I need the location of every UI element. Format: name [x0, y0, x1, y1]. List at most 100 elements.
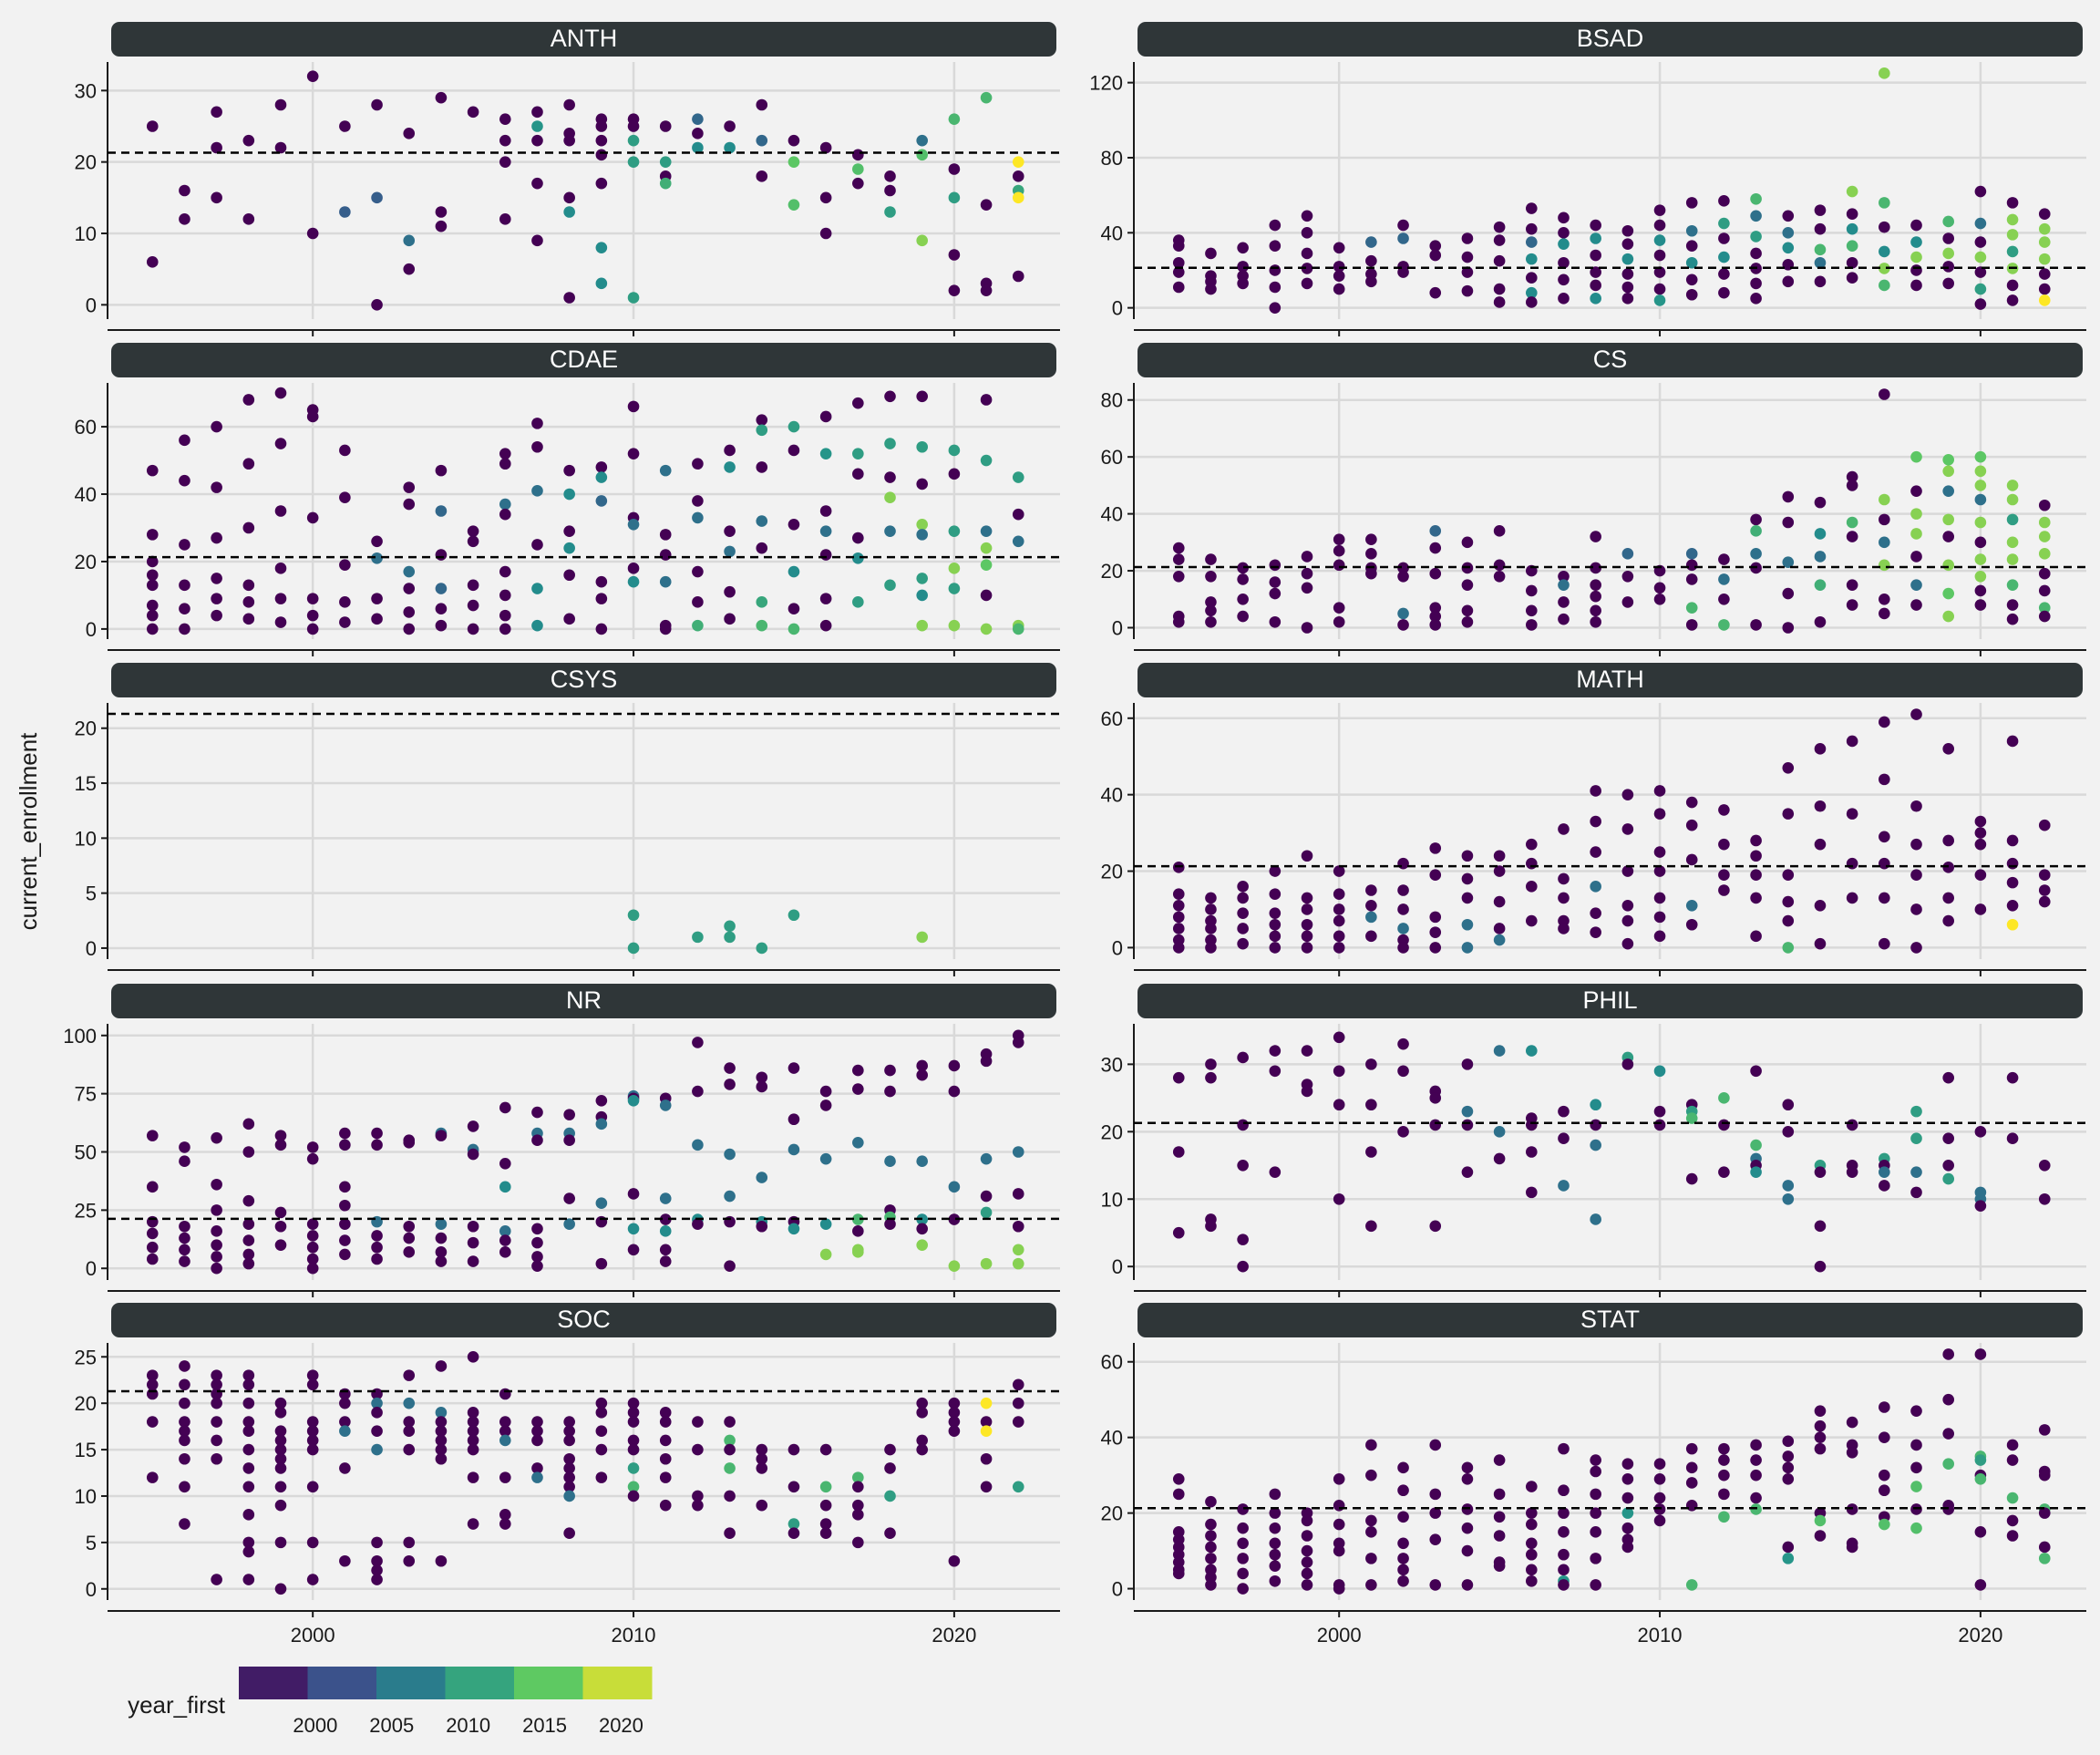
data-point	[692, 128, 704, 139]
data-point	[1879, 513, 1890, 526]
data-point	[467, 1407, 479, 1419]
data-point	[531, 619, 543, 632]
data-point	[1012, 508, 1024, 521]
data-point	[211, 191, 222, 204]
data-point	[1879, 263, 1890, 274]
data-point	[627, 518, 640, 531]
data-point	[1814, 743, 1827, 755]
facet-strip-anth	[111, 22, 1056, 57]
data-point	[467, 525, 479, 537]
data-point	[1301, 1556, 1313, 1568]
data-point	[788, 1481, 800, 1493]
data-point	[756, 596, 768, 608]
data-point	[595, 1443, 608, 1456]
data-point	[1172, 240, 1185, 253]
data-point	[1461, 918, 1474, 931]
data-point	[595, 134, 608, 147]
data-point	[371, 1397, 383, 1409]
data-point	[1942, 454, 1955, 466]
data-point	[916, 518, 929, 531]
data-point	[788, 1062, 800, 1074]
data-point	[1879, 773, 1890, 786]
data-point	[1429, 911, 1442, 924]
data-point	[1012, 1220, 1024, 1233]
data-point	[980, 1452, 993, 1465]
data-point	[1525, 604, 1538, 617]
data-point	[948, 1085, 961, 1098]
data-point	[1301, 582, 1313, 594]
data-point	[1429, 1488, 1442, 1501]
data-point	[1621, 1058, 1634, 1070]
data-point	[1590, 1139, 1601, 1151]
data-point	[1879, 593, 1890, 605]
data-point	[1974, 1579, 1987, 1591]
data-point	[1205, 1579, 1217, 1591]
data-point	[1397, 1484, 1409, 1497]
data-point	[1782, 1450, 1795, 1462]
data-point	[1846, 1119, 1858, 1131]
data-point	[179, 1232, 190, 1244]
data-point	[1621, 914, 1634, 927]
data-point	[724, 1462, 736, 1474]
data-point	[435, 1407, 448, 1419]
data-point	[819, 1218, 832, 1230]
data-point	[1172, 615, 1185, 628]
data-point	[274, 1130, 287, 1141]
data-point	[1397, 266, 1409, 278]
data-point	[1301, 263, 1313, 274]
data-point	[595, 242, 608, 253]
data-point	[724, 1190, 736, 1203]
data-point	[1974, 480, 1987, 491]
data-point	[852, 1136, 864, 1149]
data-point	[1493, 559, 1506, 572]
data-point	[1814, 1514, 1827, 1527]
data-point	[1814, 496, 1827, 509]
data-point	[659, 156, 672, 168]
data-point	[1685, 1112, 1698, 1124]
data-point	[1653, 234, 1666, 246]
data-point	[499, 113, 511, 125]
data-point	[1814, 1442, 1827, 1455]
data-point	[1750, 247, 1762, 260]
data-point	[435, 1554, 448, 1567]
data-point	[916, 1223, 929, 1235]
data-point	[1172, 888, 1185, 901]
data-point	[948, 583, 961, 594]
data-point	[371, 1536, 383, 1549]
data-point	[884, 1085, 896, 1098]
data-point	[1942, 892, 1955, 904]
data-point	[1782, 587, 1795, 600]
data-point	[274, 1220, 287, 1233]
data-point	[2038, 602, 2051, 614]
data-point	[2006, 876, 2019, 889]
data-point	[659, 1192, 672, 1204]
data-point	[1429, 1092, 1442, 1104]
data-point	[403, 1369, 416, 1381]
data-point	[1461, 850, 1474, 862]
facet-strip-bsad	[1138, 22, 2083, 57]
data-point	[179, 1452, 190, 1465]
data-point	[563, 1471, 575, 1483]
data-point	[1205, 942, 1217, 954]
data-point	[1012, 156, 1024, 168]
data-point	[980, 623, 993, 635]
data-point	[1879, 1431, 1890, 1443]
data-point	[1590, 531, 1601, 542]
data-point	[211, 1262, 222, 1275]
data-point	[1590, 907, 1601, 919]
data-point	[1397, 232, 1409, 244]
data-point	[1879, 857, 1890, 870]
data-point	[1718, 619, 1730, 631]
data-point	[435, 1452, 448, 1465]
data-point	[563, 1134, 575, 1147]
data-point	[1269, 1574, 1282, 1587]
data-point	[1910, 450, 1922, 463]
data-point	[242, 1369, 255, 1381]
data-point	[179, 1141, 190, 1153]
facet-strip-label-soc: SOC	[557, 1306, 611, 1333]
data-point	[595, 1397, 608, 1409]
data-point	[1718, 1454, 1730, 1466]
data-point	[339, 444, 351, 457]
data-point	[1653, 1065, 1666, 1078]
data-point	[1621, 899, 1634, 912]
